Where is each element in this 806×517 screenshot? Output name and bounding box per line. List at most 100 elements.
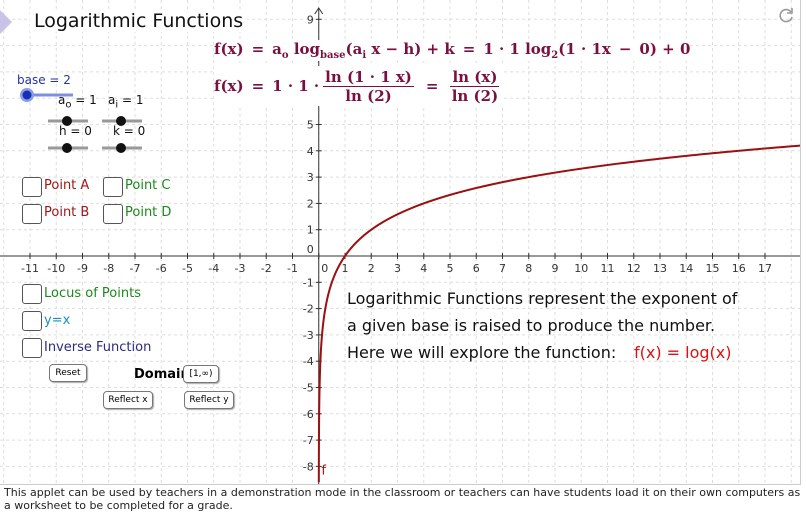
formula-text: f(x) bbox=[214, 77, 244, 95]
checkbox-label: Locus of Points bbox=[44, 286, 141, 301]
x-tick-label: 13 bbox=[653, 262, 667, 275]
formula-text: 0) + 0 bbox=[639, 40, 691, 58]
x-tick-label: -4 bbox=[208, 262, 219, 275]
title: Logarithmic Functions bbox=[30, 10, 248, 32]
checkbox-label: Inverse Function bbox=[44, 340, 152, 355]
slider-label: ai = 1 bbox=[108, 93, 143, 110]
x-tick-label: -9 bbox=[77, 262, 88, 275]
button[interactable]: Reflect x bbox=[103, 391, 153, 409]
formula-text: f(x) bbox=[214, 40, 244, 58]
formula-text: = bbox=[251, 77, 265, 95]
slider-label: base = 2 bbox=[17, 73, 71, 87]
formula-text: 1 · 1 · bbox=[272, 77, 320, 95]
description-line: Here we will explore the function: bbox=[347, 343, 617, 362]
domain-label: Domain bbox=[134, 367, 190, 382]
y-tick-label: 1 bbox=[307, 224, 314, 237]
slider[interactable] bbox=[46, 114, 90, 128]
description-function: f(x) = log(x) bbox=[634, 343, 732, 362]
slider[interactable] bbox=[100, 114, 144, 128]
slider-label: h = 0 bbox=[59, 124, 92, 138]
x-tick-label: 15 bbox=[706, 262, 720, 275]
y-axis-arrow bbox=[314, 7, 324, 15]
slider[interactable] bbox=[15, 86, 75, 104]
x-tick-label: -1 bbox=[287, 262, 298, 275]
domain-input[interactable]: [1,∞) bbox=[183, 365, 219, 383]
formula-text: (a bbox=[345, 40, 363, 58]
slider-text: a bbox=[108, 93, 116, 107]
formula-text: a bbox=[272, 40, 282, 58]
checkbox-label: Point D bbox=[125, 205, 172, 220]
button[interactable]: Reflect y bbox=[184, 391, 234, 409]
checkbox[interactable] bbox=[22, 338, 42, 358]
x-tick-label: 9 bbox=[552, 262, 559, 275]
formula-specific: f(x) = 1 · 1 · ln (1 · 1 x) ln (2) = ln (x)… bbox=[214, 66, 504, 106]
formula-text: − bbox=[618, 40, 632, 58]
formula-text: 1 · 1 log bbox=[483, 40, 552, 58]
formula-text: x − h) + k bbox=[371, 40, 455, 58]
slider[interactable] bbox=[46, 141, 90, 155]
slider[interactable] bbox=[100, 141, 144, 155]
checkbox[interactable] bbox=[22, 284, 42, 304]
refresh-icon[interactable] bbox=[778, 7, 794, 23]
checkbox-label: Point C bbox=[125, 178, 171, 193]
y-tick-label: -3 bbox=[303, 329, 314, 342]
y-tick-label: 4 bbox=[307, 145, 314, 158]
formula-text: = bbox=[425, 77, 439, 95]
formula-general: f(x) = ao logbase(ai x − h) + k = 1 · 1 log2… bbox=[214, 40, 691, 61]
description-line: Logarithmic Functions represent the expo… bbox=[347, 289, 738, 308]
checkbox[interactable] bbox=[22, 311, 42, 331]
formula-sub: o bbox=[281, 50, 289, 61]
y-tick-label: -4 bbox=[303, 355, 314, 368]
formula-sub: base bbox=[320, 50, 346, 61]
slider-text: = 1 bbox=[71, 93, 97, 107]
x-tick-label: -10 bbox=[47, 262, 65, 275]
back-arrow[interactable] bbox=[0, 10, 14, 34]
checkbox-label: Point A bbox=[44, 178, 90, 193]
checkbox[interactable] bbox=[22, 204, 42, 224]
y-tick-label: 2 bbox=[307, 197, 314, 210]
checkbox[interactable] bbox=[22, 177, 42, 197]
slider-sub: o bbox=[65, 99, 72, 111]
y-tick-label: -7 bbox=[303, 434, 314, 447]
y-tick-label: -2 bbox=[303, 303, 314, 316]
function-curve bbox=[317, 144, 800, 483]
y-tick-label: -1 bbox=[303, 276, 314, 289]
fraction: ln (1 · 1 x) ln (2) bbox=[323, 68, 414, 105]
y-tick-label: 5 bbox=[307, 119, 314, 132]
x-tick-label: 16 bbox=[732, 262, 746, 275]
x-tick-label: 2 bbox=[368, 262, 375, 275]
x-tick-label: 0 bbox=[321, 262, 328, 275]
formula-sub: i bbox=[362, 50, 367, 61]
x-tick-label: 1 bbox=[342, 262, 349, 275]
x-tick-label: 14 bbox=[679, 262, 693, 275]
y-tick-label: 0 bbox=[307, 243, 314, 256]
y-tick-label: -8 bbox=[303, 460, 314, 473]
button[interactable]: Reset bbox=[49, 364, 87, 382]
numerator: ln (1 · 1 x) bbox=[323, 67, 414, 87]
curve-label: f bbox=[321, 463, 326, 478]
slider-sub: i bbox=[115, 99, 119, 111]
x-tick-label: 10 bbox=[574, 262, 588, 275]
x-tick-label: -6 bbox=[156, 262, 167, 275]
y-tick-label: 3 bbox=[307, 171, 314, 184]
x-tick-label: -8 bbox=[103, 262, 114, 275]
x-tick-label: -7 bbox=[130, 262, 141, 275]
description-line: a given base is raised to produce the nu… bbox=[347, 316, 716, 335]
x-tick-label: -5 bbox=[182, 262, 193, 275]
y-tick-label: 9 bbox=[307, 13, 314, 26]
slider-label: k = 0 bbox=[113, 124, 146, 138]
denominator: ln (2) bbox=[345, 86, 392, 105]
checkbox[interactable] bbox=[103, 204, 123, 224]
x-tick-label: 4 bbox=[420, 262, 427, 275]
formula-text: = bbox=[251, 40, 265, 58]
checkbox[interactable] bbox=[103, 177, 123, 197]
caption: This applet can be used by teachers in a… bbox=[4, 486, 801, 512]
fraction: ln (x) ln (2) bbox=[450, 68, 500, 105]
x-tick-label: 7 bbox=[499, 262, 506, 275]
x-tick-label: 5 bbox=[447, 262, 454, 275]
slider-label: ao = 1 bbox=[58, 93, 97, 110]
x-tick-label: -2 bbox=[261, 262, 272, 275]
x-tick-label: 12 bbox=[627, 262, 641, 275]
x-tick-label: 3 bbox=[394, 262, 401, 275]
